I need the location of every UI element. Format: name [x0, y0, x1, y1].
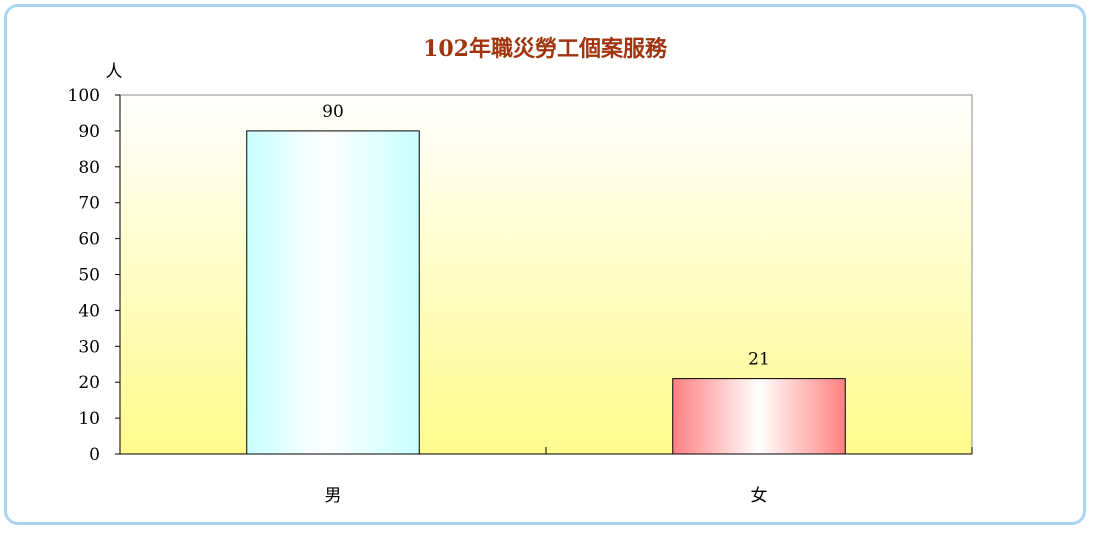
x-category-label: 男 [325, 486, 342, 506]
chart-title: 102年職災勞工個案服務 [423, 36, 668, 62]
x-category-label: 女 [751, 486, 768, 506]
y-tick-label: 50 [78, 266, 100, 286]
bars-group [246, 130, 846, 455]
y-tick-label: 10 [78, 409, 100, 429]
y-axis: 0 10 20 30 40 50 60 70 80 90 100 [68, 86, 121, 465]
y-tick-label: 30 [78, 337, 100, 357]
y-tick-label: 0 [89, 445, 100, 465]
y-tick-label: 60 [78, 230, 100, 250]
y-tick-label: 40 [78, 301, 100, 321]
y-tick-label: 100 [68, 86, 100, 106]
bar-female [672, 378, 846, 455]
y-tick-label: 90 [78, 122, 100, 142]
bar-male [246, 130, 420, 455]
x-axis: 男女 [119, 447, 973, 506]
data-label: 90 [322, 102, 344, 122]
y-axis-unit-label: 人 [106, 62, 123, 82]
y-tick-label: 70 [78, 194, 100, 214]
y-tick-label: 80 [78, 158, 100, 178]
y-tick-label: 20 [78, 373, 100, 393]
data-label: 21 [748, 350, 770, 370]
data-labels-group: 90 21 [322, 102, 770, 370]
